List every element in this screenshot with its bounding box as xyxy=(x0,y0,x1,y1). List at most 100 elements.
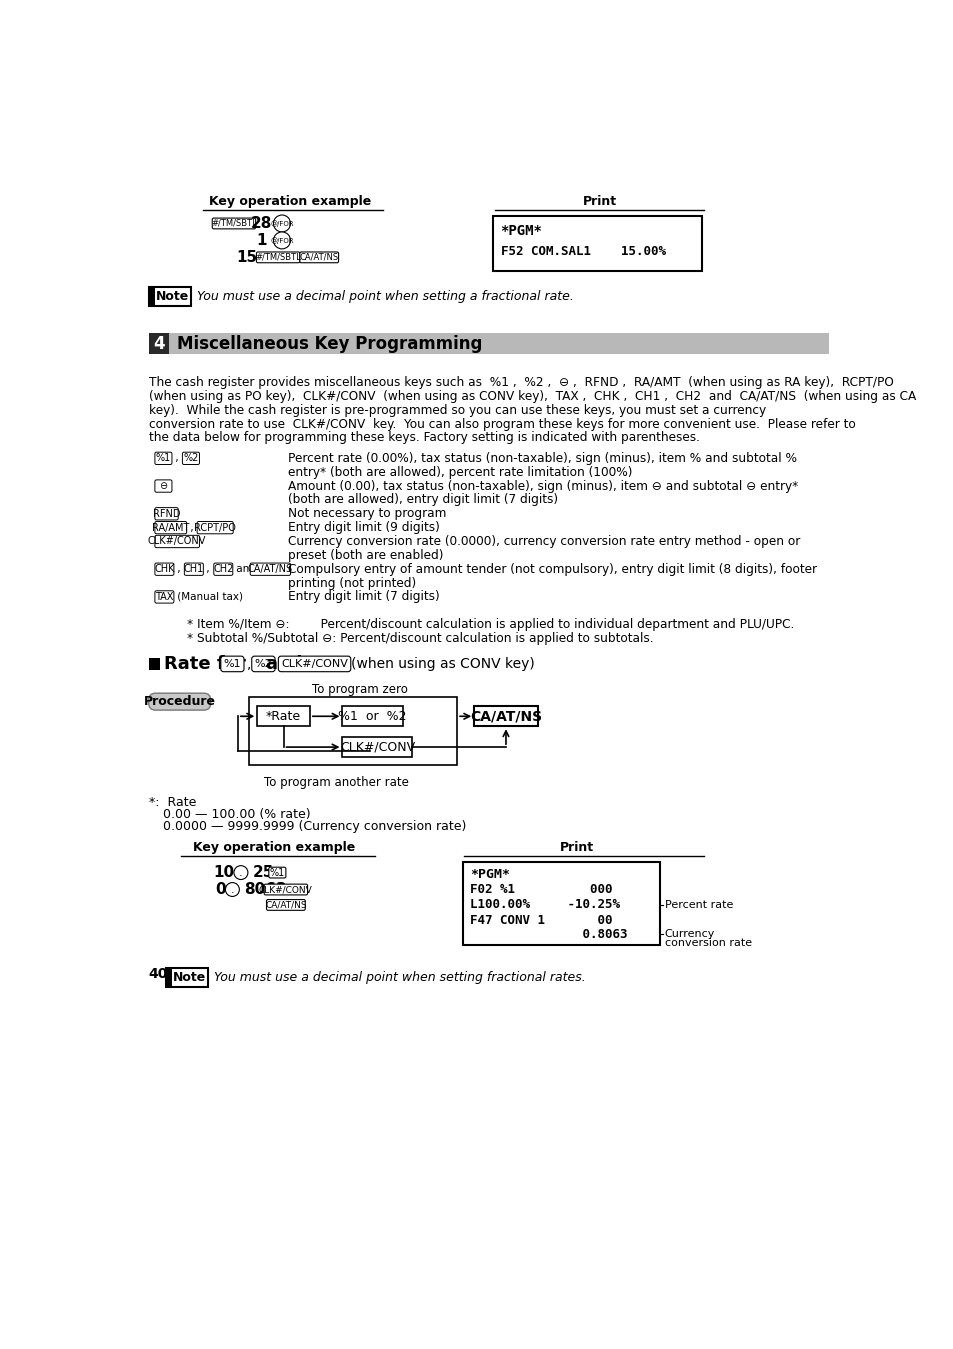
Text: ,: , xyxy=(173,564,184,575)
Text: The cash register provides miscellaneous keys such as  %1 ,  %2 ,  ⊖ ,  RFND ,  : The cash register provides miscellaneous… xyxy=(149,376,893,389)
Text: %1  or  %2: %1 or %2 xyxy=(338,710,407,723)
Bar xyxy=(149,658,159,670)
Text: CLK#/CONV: CLK#/CONV xyxy=(281,658,348,669)
Text: CLK#/CONV: CLK#/CONV xyxy=(339,741,415,754)
Text: entry* (both are allowed), percent rate limitation (100%): entry* (both are allowed), percent rate … xyxy=(288,465,632,479)
Text: and: and xyxy=(233,564,258,575)
FancyBboxPatch shape xyxy=(213,563,233,576)
Text: Currency conversion rate (0.0000), currency conversion rate entry method - open : Currency conversion rate (0.0000), curre… xyxy=(288,536,800,548)
Text: L100.00%     -10.25%: L100.00% -10.25% xyxy=(470,898,619,912)
Text: Print: Print xyxy=(558,842,593,854)
FancyBboxPatch shape xyxy=(154,536,199,548)
FancyBboxPatch shape xyxy=(299,252,338,263)
Circle shape xyxy=(274,214,291,232)
Text: TAX: TAX xyxy=(155,592,173,602)
Text: ,: , xyxy=(203,564,213,575)
Bar xyxy=(149,287,154,306)
FancyBboxPatch shape xyxy=(269,867,286,878)
Text: printing (not printed): printing (not printed) xyxy=(288,576,416,590)
Text: Rate for: Rate for xyxy=(164,654,246,673)
Text: 8063: 8063 xyxy=(244,882,286,897)
Text: CLK#/CONV: CLK#/CONV xyxy=(258,885,313,894)
Text: 0: 0 xyxy=(214,882,225,897)
Text: 0.0000 — 9999.9999 (Currency conversion rate): 0.0000 — 9999.9999 (Currency conversion … xyxy=(162,820,465,834)
Text: CH2: CH2 xyxy=(213,564,233,575)
Text: CLK#/CONV: CLK#/CONV xyxy=(148,537,206,546)
Bar xyxy=(342,707,402,726)
Text: ⊖: ⊖ xyxy=(159,482,168,491)
FancyBboxPatch shape xyxy=(256,252,299,263)
Text: and: and xyxy=(265,654,302,673)
FancyBboxPatch shape xyxy=(182,452,199,464)
Circle shape xyxy=(225,882,239,897)
Text: %1: %1 xyxy=(155,453,171,463)
Text: Note: Note xyxy=(156,290,189,304)
FancyBboxPatch shape xyxy=(184,563,203,576)
Text: (when using as CONV key): (when using as CONV key) xyxy=(351,657,535,670)
Text: CA/AT/NS: CA/AT/NS xyxy=(248,564,293,575)
Text: conversion rate to use  CLK#/CONV  key.  You can also program these keys for mor: conversion rate to use CLK#/CONV key. Yo… xyxy=(149,418,855,430)
FancyBboxPatch shape xyxy=(154,591,173,603)
Text: 0.8063: 0.8063 xyxy=(470,928,627,940)
Text: * Item %/Item ⊖:        Percent/discount calculation is applied to individual de: * Item %/Item ⊖: Percent/discount calcul… xyxy=(187,618,794,631)
FancyBboxPatch shape xyxy=(154,563,173,576)
Bar xyxy=(257,707,310,726)
Text: F47 CONV 1       00: F47 CONV 1 00 xyxy=(470,913,612,927)
Text: ,: , xyxy=(247,657,252,670)
FancyBboxPatch shape xyxy=(154,452,172,464)
Text: 0.00 — 100.00 (% rate): 0.00 — 100.00 (% rate) xyxy=(162,808,310,822)
Text: F52 COM.SAL1    15.00%: F52 COM.SAL1 15.00% xyxy=(500,244,665,258)
Text: @/FOR: @/FOR xyxy=(270,237,294,244)
FancyBboxPatch shape xyxy=(197,522,233,534)
Text: %1: %1 xyxy=(270,867,285,878)
Bar xyxy=(149,287,191,306)
Text: Entry digit limit (9 digits): Entry digit limit (9 digits) xyxy=(288,521,439,534)
Text: Not necessary to program: Not necessary to program xyxy=(288,507,446,521)
Text: conversion rate: conversion rate xyxy=(664,939,751,948)
Text: key).  While the cash register is pre-programmed so you can use these keys, you : key). While the cash register is pre-pro… xyxy=(149,403,765,417)
Text: CH1: CH1 xyxy=(184,564,204,575)
Text: Note: Note xyxy=(172,971,206,983)
Bar xyxy=(166,969,172,986)
Text: Entry digit limit (7 digits): Entry digit limit (7 digits) xyxy=(288,591,439,603)
FancyBboxPatch shape xyxy=(264,884,307,894)
Circle shape xyxy=(274,232,291,248)
Text: %1: %1 xyxy=(223,658,241,669)
Bar xyxy=(249,697,456,765)
Text: Amount (0.00), tax status (non-taxable), sign (minus), item ⊖ and subtotal ⊖ ent: Amount (0.00), tax status (non-taxable),… xyxy=(288,479,798,492)
Text: (both are allowed), entry digit limit (7 digits): (both are allowed), entry digit limit (7… xyxy=(288,494,558,506)
FancyBboxPatch shape xyxy=(154,507,178,519)
Bar xyxy=(493,216,701,271)
Text: ,: , xyxy=(187,522,196,533)
Text: F02 %1          000: F02 %1 000 xyxy=(470,884,612,896)
Text: Percent rate (0.00%), tax status (non-taxable), sign (minus), item % and subtota: Percent rate (0.00%), tax status (non-ta… xyxy=(288,452,797,465)
Text: *:  Rate: *: Rate xyxy=(149,796,196,808)
Text: %2: %2 xyxy=(183,453,198,463)
Text: Percent rate: Percent rate xyxy=(664,900,733,911)
Text: .: . xyxy=(231,885,234,894)
Text: Currency: Currency xyxy=(664,929,715,939)
FancyBboxPatch shape xyxy=(154,480,172,492)
Text: *Rate: *Rate xyxy=(266,710,301,723)
Text: CHK: CHK xyxy=(154,564,174,575)
Bar xyxy=(342,737,412,757)
Text: To program another rate: To program another rate xyxy=(264,776,408,789)
Bar xyxy=(149,333,169,355)
Bar xyxy=(474,707,537,726)
Text: To program zero: To program zero xyxy=(312,683,407,696)
Text: You must use a decimal point when setting fractional rates.: You must use a decimal point when settin… xyxy=(213,971,585,983)
Text: RCPT/PO: RCPT/PO xyxy=(194,522,235,533)
Text: .: . xyxy=(239,867,242,878)
FancyBboxPatch shape xyxy=(149,693,211,710)
Text: the data below for programming these keys. Factory setting is indicated with par: the data below for programming these key… xyxy=(149,432,699,444)
FancyBboxPatch shape xyxy=(266,900,305,911)
Text: * Subtotal %/Subtotal ⊖: Percent/discount calculation is applied to subtotals.: * Subtotal %/Subtotal ⊖: Percent/discoun… xyxy=(187,633,653,645)
Text: 4: 4 xyxy=(152,335,165,352)
Bar xyxy=(462,862,659,944)
Text: Procedure: Procedure xyxy=(144,695,215,708)
Text: ,: , xyxy=(172,453,182,463)
Text: Print: Print xyxy=(582,196,617,208)
FancyBboxPatch shape xyxy=(250,563,291,576)
Text: You must use a decimal point when setting a fractional rate.: You must use a decimal point when settin… xyxy=(196,290,573,304)
Text: RA/AMT: RA/AMT xyxy=(152,522,190,533)
